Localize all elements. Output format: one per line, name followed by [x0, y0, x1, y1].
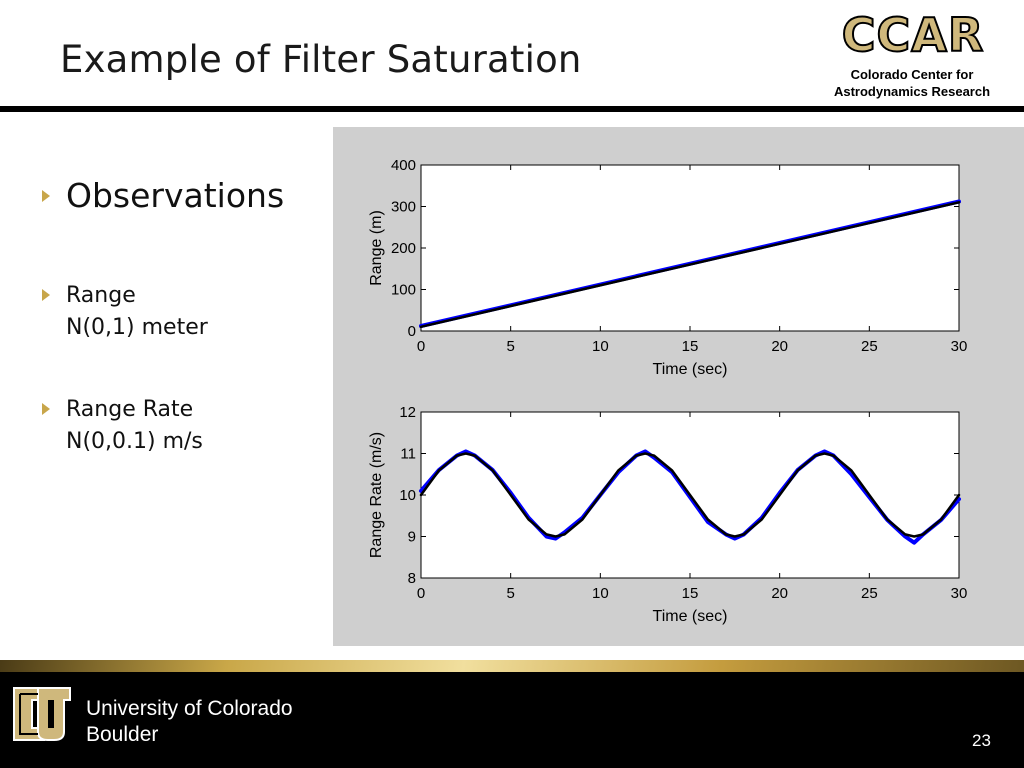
ccar-subtitle-line2: Astrodynamics Research	[833, 84, 991, 99]
bullet-line2: N(0,1) meter	[66, 315, 208, 340]
y-tick-label: 200	[391, 240, 416, 257]
x-tick-label: 5	[506, 338, 514, 355]
x-tick-label: 0	[417, 338, 425, 355]
footer-university-line2: Boulder	[86, 723, 159, 746]
x-tick-label: 15	[682, 585, 699, 602]
x-tick-label: 20	[771, 338, 788, 355]
x-axis-label: Time (sec)	[653, 361, 728, 378]
bullet-line2: N(0,0.1) m/s	[66, 429, 203, 454]
ccar-subtitle-line1: Colorado Center for	[850, 67, 974, 82]
y-tick-label: 300	[391, 199, 416, 216]
x-tick-label: 30	[951, 338, 968, 355]
bullet-line1: Range Rate	[66, 397, 194, 422]
bullet-arrow-icon	[42, 190, 50, 202]
y-tick-label: 10	[399, 487, 416, 504]
slide-title: Example of Filter Saturation	[60, 38, 582, 81]
x-tick-label: 25	[861, 585, 878, 602]
x-tick-label: 20	[771, 585, 788, 602]
bullet-arrow-icon	[42, 403, 50, 415]
y-axis-label: Range Rate (m/s)	[368, 432, 385, 558]
bullet-text: Range N(0,1) meter	[66, 280, 208, 344]
bullet-arrow-icon	[42, 289, 50, 301]
x-tick-label: 5	[506, 585, 514, 602]
bullet-observations: Observations	[42, 176, 284, 216]
cu-logo-icon	[13, 687, 71, 741]
x-tick-label: 15	[682, 338, 699, 355]
x-tick-label: 0	[417, 585, 425, 602]
x-tick-label: 10	[592, 338, 609, 355]
footer-university-line1: University of Colorado	[86, 697, 293, 720]
page-number: 23	[972, 731, 991, 750]
title-divider	[0, 106, 1024, 112]
y-axis-label: Range (m)	[368, 210, 385, 286]
bullet-line1: Range	[66, 283, 136, 308]
y-tick-label: 11	[400, 446, 416, 463]
y-tick-label: 400	[391, 157, 416, 174]
y-tick-label: 9	[408, 529, 416, 546]
series-truth-line	[419, 452, 961, 538]
y-tick-label: 12	[399, 404, 416, 421]
y-tick-label: 8	[408, 570, 416, 587]
footer-university: University of Colorado Boulder	[86, 696, 293, 748]
bullet-range-rate: Range Rate N(0,0.1) m/s	[42, 394, 203, 458]
bullet-text: Range Rate N(0,0.1) m/s	[66, 394, 203, 458]
x-tick-label: 10	[592, 585, 609, 602]
y-tick-label: 100	[391, 282, 416, 299]
x-tick-label: 25	[861, 338, 878, 355]
footer-bar	[0, 672, 1024, 768]
bullet-text: Observations	[66, 176, 285, 215]
bullet-range: Range N(0,1) meter	[42, 280, 208, 344]
x-axis-label: Time (sec)	[653, 608, 728, 625]
x-tick-label: 30	[951, 585, 968, 602]
figure-panel: 0 5 10 15 20 25 30 0 100 200 300 400 Time (sec) Range…	[333, 127, 1024, 646]
y-tick-label: 0	[408, 323, 416, 340]
series-truth-line	[419, 201, 961, 329]
ccar-logo: CCAR	[841, 7, 985, 63]
